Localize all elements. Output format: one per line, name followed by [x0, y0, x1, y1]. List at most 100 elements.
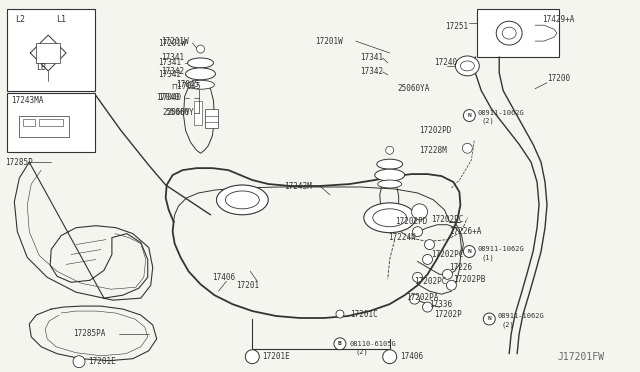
Bar: [8, 9, 95, 91]
Ellipse shape: [187, 80, 214, 89]
Text: (2): (2): [501, 322, 514, 328]
Ellipse shape: [460, 61, 474, 71]
Text: 17228M: 17228M: [420, 146, 447, 155]
Text: $\sqcap$17045: $\sqcap$17045: [171, 81, 201, 91]
Text: N: N: [488, 317, 491, 321]
Bar: [205, 109, 218, 128]
Circle shape: [413, 227, 422, 237]
Text: 17201E: 17201E: [262, 352, 290, 361]
Circle shape: [442, 269, 452, 279]
Text: 17342: 17342: [161, 67, 184, 76]
Text: 17341: 17341: [157, 58, 181, 67]
Bar: [193, 101, 202, 125]
Ellipse shape: [378, 180, 402, 188]
Circle shape: [383, 350, 397, 364]
Bar: [477, 9, 559, 57]
Text: 17202PC: 17202PC: [415, 277, 447, 286]
Text: (2): (2): [356, 349, 369, 355]
Circle shape: [462, 143, 472, 153]
Ellipse shape: [364, 203, 415, 232]
Text: LB: LB: [36, 63, 46, 73]
Text: N: N: [467, 249, 471, 254]
Ellipse shape: [496, 21, 522, 45]
Circle shape: [412, 204, 428, 220]
Text: (1): (1): [481, 254, 494, 261]
Ellipse shape: [216, 185, 268, 215]
Text: 17202PA: 17202PA: [406, 293, 438, 302]
Ellipse shape: [225, 191, 259, 209]
Circle shape: [245, 350, 259, 364]
Text: 17341: 17341: [161, 54, 184, 62]
Circle shape: [422, 254, 433, 264]
Circle shape: [424, 240, 435, 250]
Text: 17240: 17240: [435, 58, 458, 67]
Ellipse shape: [377, 159, 403, 169]
Circle shape: [336, 310, 344, 318]
Text: 17406: 17406: [212, 273, 236, 282]
Circle shape: [483, 313, 495, 325]
Ellipse shape: [188, 58, 214, 68]
Text: 17201: 17201: [236, 281, 259, 290]
Text: 17243MA: 17243MA: [12, 96, 44, 105]
Circle shape: [196, 45, 205, 53]
Ellipse shape: [186, 68, 216, 80]
Text: 08110-6105G: 08110-6105G: [350, 341, 397, 347]
Text: 17202PD: 17202PD: [395, 217, 427, 226]
Bar: [8, 93, 95, 152]
Text: 25060Y: 25060Y: [166, 108, 195, 117]
Text: J17201FW: J17201FW: [557, 352, 604, 362]
Circle shape: [386, 146, 394, 154]
Ellipse shape: [456, 56, 479, 76]
Bar: [36, 43, 60, 63]
Circle shape: [463, 246, 476, 257]
Text: 25060Y: 25060Y: [163, 108, 191, 117]
Circle shape: [413, 272, 422, 282]
Ellipse shape: [372, 209, 406, 227]
Text: 17342: 17342: [157, 70, 181, 79]
Bar: [39, 119, 63, 126]
Circle shape: [422, 302, 433, 312]
Text: 17285P: 17285P: [5, 158, 33, 167]
Text: 17201E: 17201E: [88, 357, 116, 366]
Text: L2: L2: [15, 15, 26, 24]
Text: 17341: 17341: [360, 54, 383, 62]
Text: 17336: 17336: [429, 299, 452, 309]
Text: 17202PC: 17202PC: [431, 215, 464, 224]
Text: 17040: 17040: [156, 93, 179, 102]
Text: B: B: [338, 341, 342, 346]
Text: 17285PA: 17285PA: [73, 329, 106, 339]
Text: 17202P: 17202P: [435, 310, 462, 318]
Text: (2): (2): [481, 117, 494, 124]
Circle shape: [334, 338, 346, 350]
Text: 17202PB: 17202PB: [453, 275, 486, 284]
Circle shape: [463, 110, 476, 122]
Circle shape: [447, 280, 456, 290]
Text: 17202PD: 17202PD: [420, 126, 452, 135]
Ellipse shape: [502, 27, 516, 39]
Text: 17224N: 17224N: [388, 233, 415, 242]
Text: 08911-1062G: 08911-1062G: [477, 109, 524, 116]
Text: 17040: 17040: [157, 93, 181, 102]
Text: 17226+A: 17226+A: [449, 227, 482, 236]
Circle shape: [73, 356, 85, 368]
Text: 17201W: 17201W: [315, 36, 343, 46]
Text: 17202PC: 17202PC: [431, 250, 464, 259]
Text: 08911-1062G: 08911-1062G: [477, 246, 524, 251]
Text: 17201W: 17201W: [157, 39, 186, 48]
Text: N: N: [467, 113, 471, 118]
Text: 17429+A: 17429+A: [542, 15, 575, 24]
Text: 17406: 17406: [399, 352, 423, 361]
Text: 17226: 17226: [449, 263, 472, 272]
Text: 17201C: 17201C: [350, 310, 378, 318]
Text: 25060YA: 25060YA: [397, 84, 430, 93]
Text: 08911-1062G: 08911-1062G: [497, 313, 544, 319]
Bar: [23, 119, 35, 126]
Text: 17200: 17200: [547, 74, 570, 83]
Circle shape: [410, 294, 420, 304]
Text: 17201W: 17201W: [161, 36, 188, 46]
Text: 17045: 17045: [175, 80, 199, 89]
Text: 17251: 17251: [445, 22, 468, 31]
Bar: [19, 116, 69, 137]
Text: 17342: 17342: [360, 67, 383, 76]
Ellipse shape: [375, 169, 404, 181]
